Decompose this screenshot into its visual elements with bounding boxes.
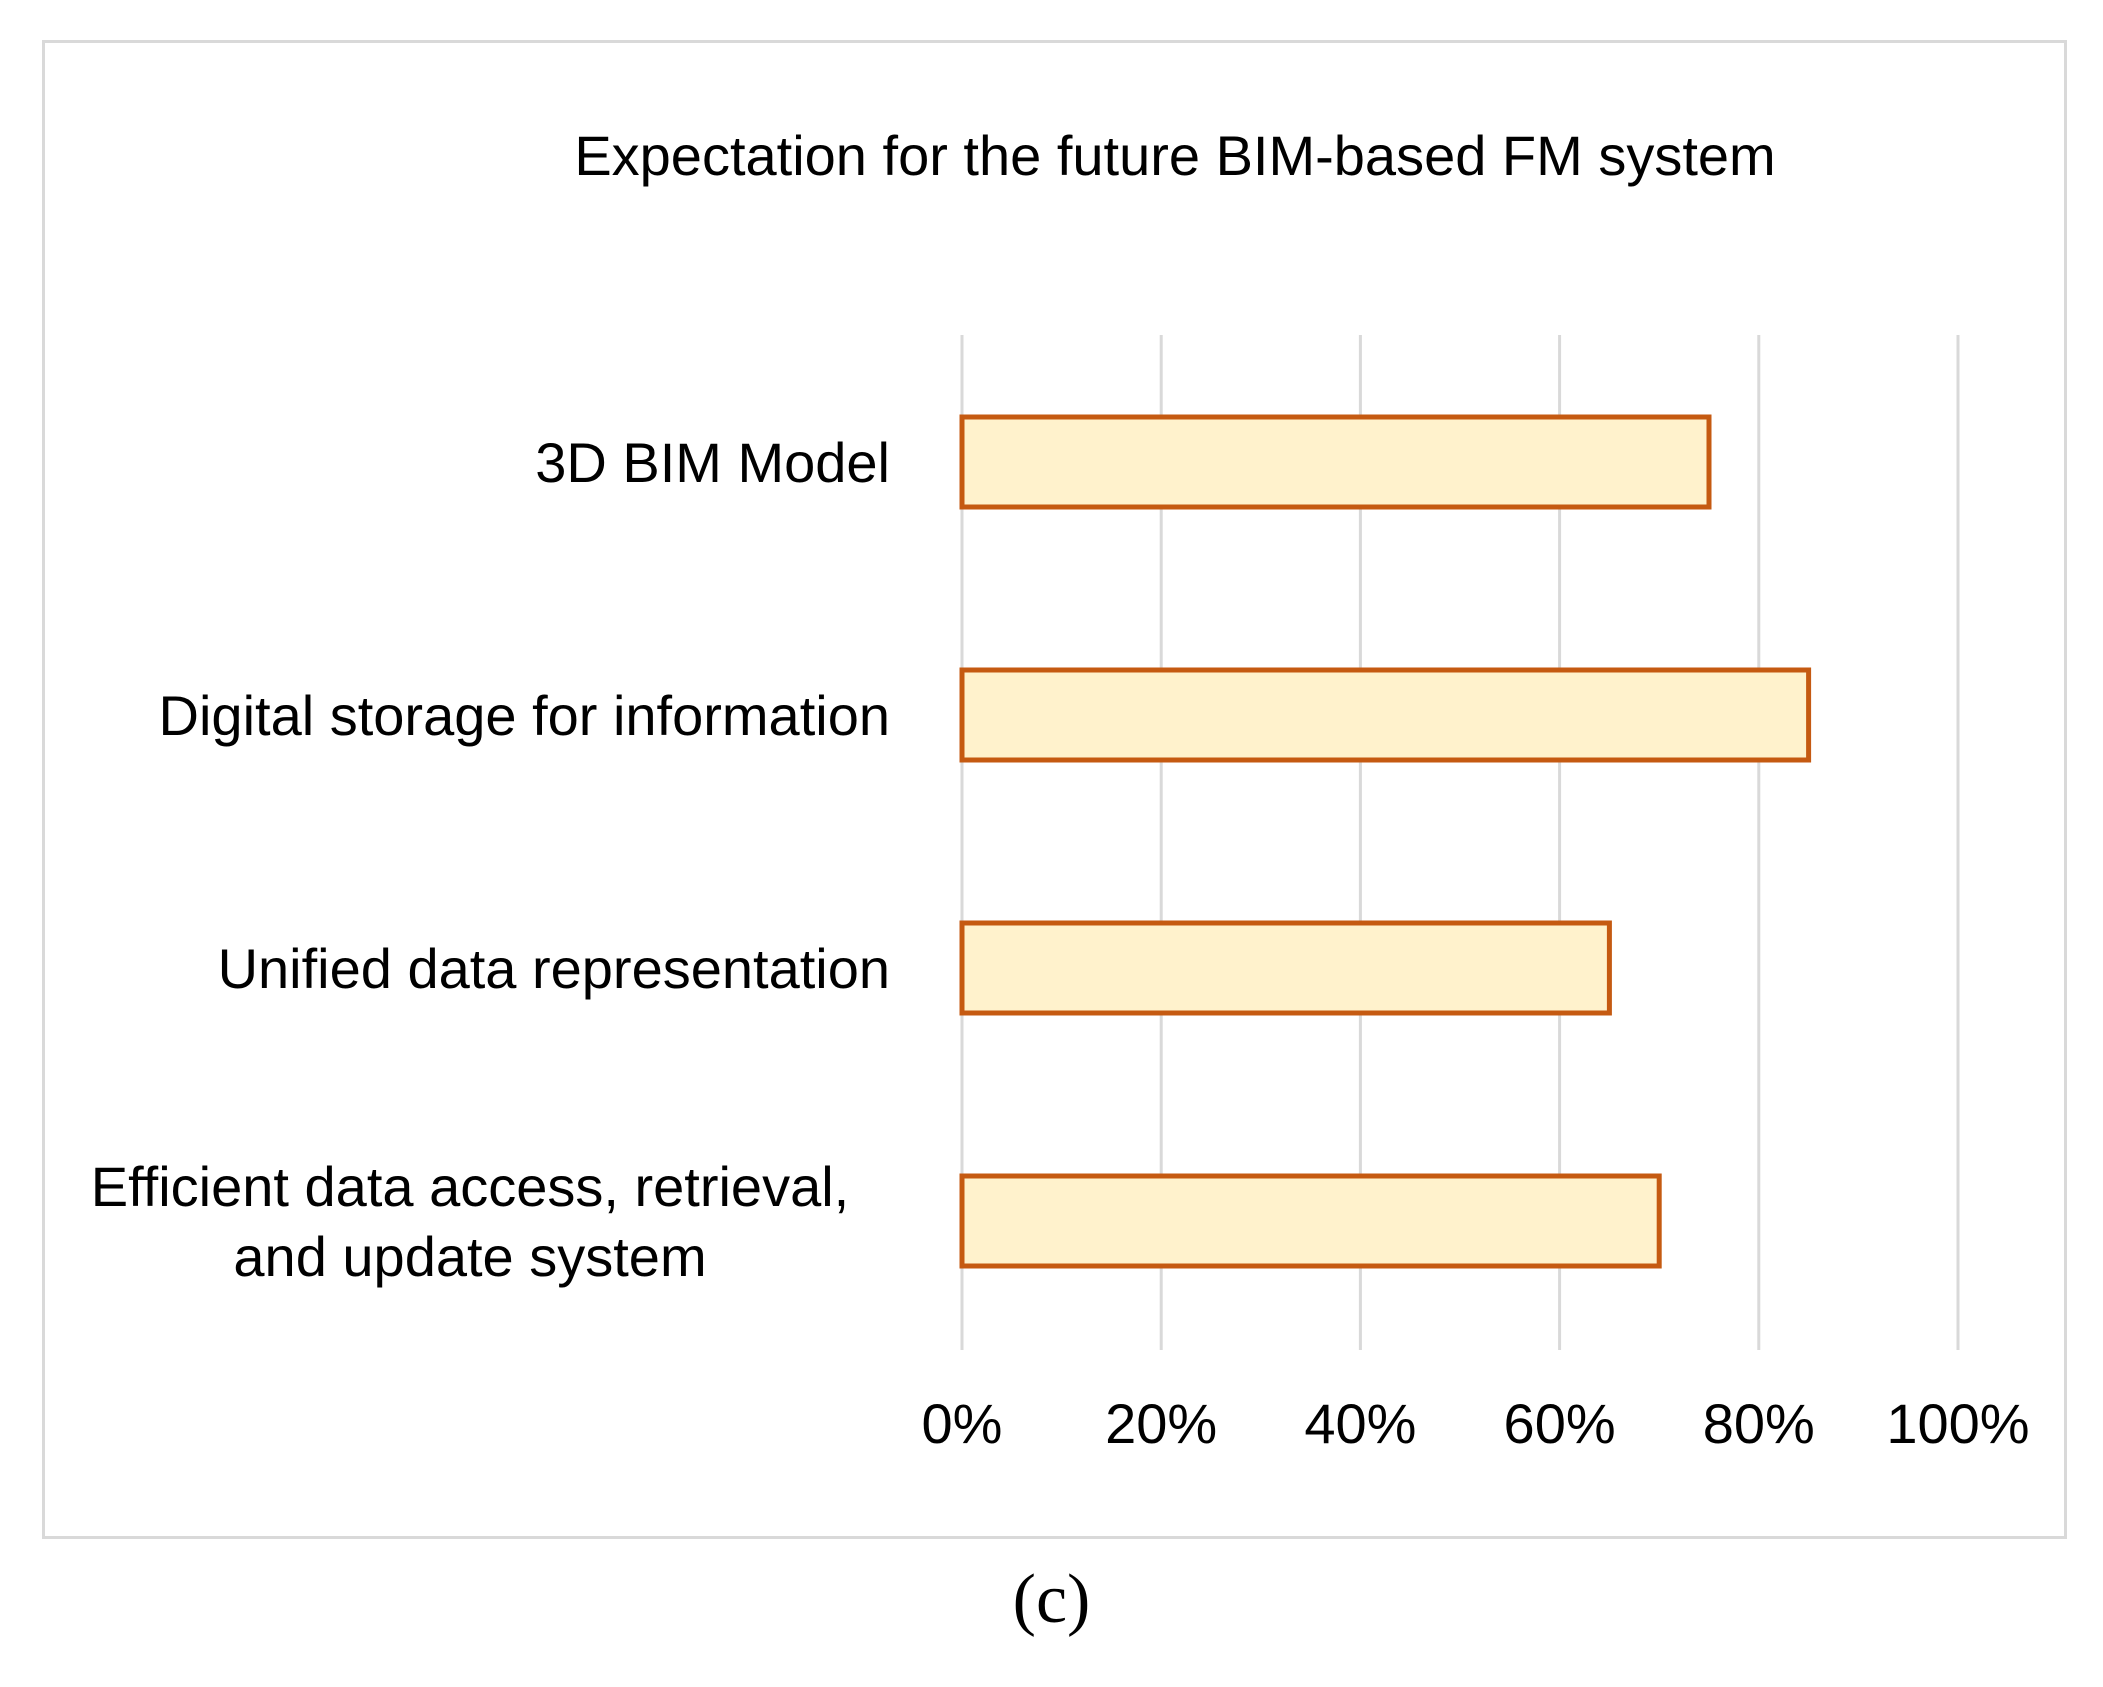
x-tick-label: 20%	[1105, 1392, 1217, 1455]
category-label: Digital storage for information	[159, 684, 890, 747]
x-tick-label: 40%	[1304, 1392, 1416, 1455]
bar	[959, 667, 1812, 763]
x-tick-label: 60%	[1504, 1392, 1616, 1455]
category-label-line: and update system	[233, 1225, 706, 1288]
category-label: 3D BIM Model	[535, 431, 890, 494]
category-label-line: Efficient data access, retrieval,	[91, 1155, 849, 1218]
category-label: Efficient data access, retrieval, and upd…	[91, 1155, 849, 1288]
bar	[959, 920, 1612, 1016]
x-tick-label: 80%	[1703, 1392, 1815, 1455]
chart-frame	[42, 40, 2067, 1539]
category-label: Unified data representation	[218, 937, 890, 1000]
figure-caption: (c)	[1012, 1561, 1091, 1638]
category-labels: 3D BIM Model Digital storage for informat…	[91, 431, 890, 1288]
chart-title: Expectation for the future BIM-based FM …	[574, 124, 1775, 187]
x-axis-ticks: 0% 20% 40% 60% 80% 100%	[922, 1392, 2030, 1455]
bar	[959, 1173, 1662, 1269]
x-tick-label: 0%	[922, 1392, 1003, 1455]
bar	[959, 414, 1712, 510]
x-tick-label: 100%	[1886, 1392, 2029, 1455]
bars	[959, 414, 1812, 1269]
